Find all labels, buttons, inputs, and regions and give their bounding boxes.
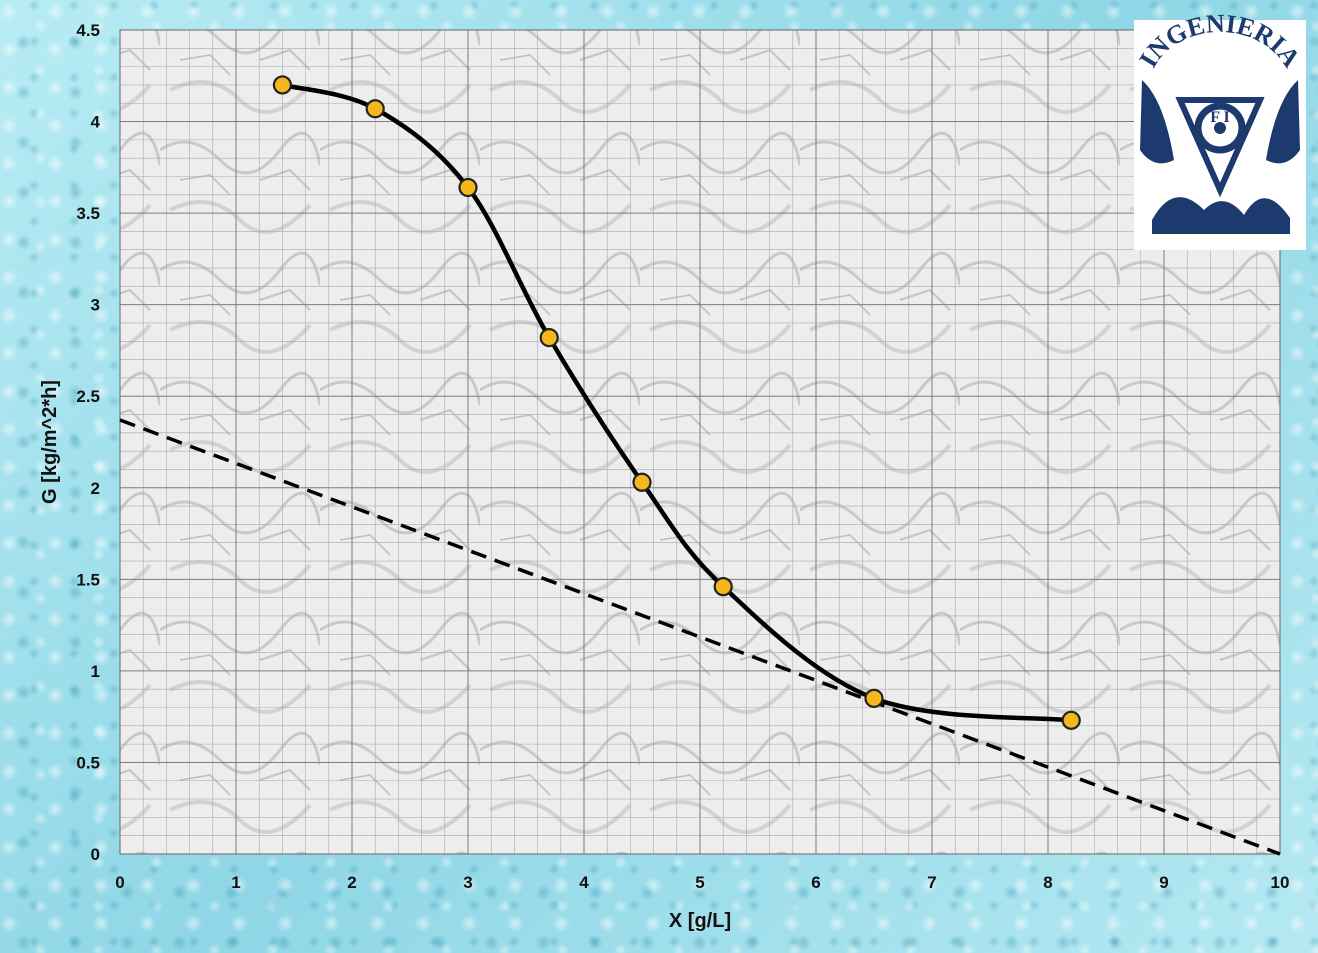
ingenieria-logo: INGENIERIA F I (1133, 9, 1306, 250)
x-tick-label: 6 (811, 873, 820, 892)
x-tick-label: 0 (115, 873, 124, 892)
cactus-icon (1152, 197, 1290, 234)
y-tick-label: 1 (91, 662, 100, 681)
x-tick-labels: 0 1 2 3 4 5 6 7 8 9 10 (115, 873, 1289, 892)
data-point (632, 472, 652, 492)
data-point (272, 75, 292, 95)
x-tick-label: 10 (1271, 873, 1290, 892)
eagle-wing-right-icon (1266, 80, 1300, 164)
y-tick-label: 1.5 (76, 570, 100, 589)
y-tick-label: 3.5 (76, 204, 100, 223)
x-tick-label: 2 (347, 873, 356, 892)
logo-center-text: F I (1210, 109, 1229, 126)
dashed-line-path (119, 418, 1281, 856)
y-tick-label: 4 (91, 113, 101, 132)
y-tick-label: 0 (91, 845, 100, 864)
x-tick-label: 1 (231, 873, 240, 892)
data-markers (272, 75, 1081, 730)
dashed-trend-line (119, 418, 1281, 856)
x-tick-label: 3 (463, 873, 472, 892)
data-point (864, 688, 884, 708)
data-point (1061, 710, 1081, 730)
x-tick-label: 9 (1159, 873, 1168, 892)
y-axis-title: G [kg/m^2*h] (39, 380, 61, 504)
eagle-wing-left-icon (1140, 80, 1174, 164)
major-grid (119, 29, 1281, 855)
x-tick-label: 4 (579, 873, 589, 892)
gear-icon (1194, 102, 1246, 154)
x-tick-label: 7 (927, 873, 936, 892)
data-point (458, 177, 478, 198)
x-tick-label: 5 (695, 873, 704, 892)
x-tick-label: 8 (1043, 873, 1052, 892)
y-tick-label: 2.5 (76, 387, 100, 406)
data-point (365, 99, 385, 119)
y-tick-labels: 0 0.5 1 1.5 2 2.5 3 3.5 4 4.5 (76, 21, 100, 864)
y-tick-label: 4.5 (76, 21, 100, 40)
data-point (539, 328, 559, 348)
y-tick-label: 3 (91, 296, 100, 315)
y-tick-label: 0.5 (76, 753, 100, 772)
plot-border (119, 29, 1281, 855)
y-tick-label: 2 (91, 479, 100, 498)
gear-center-icon (1214, 122, 1226, 134)
x-axis-title: X [g/L] (669, 910, 731, 932)
data-point (713, 577, 733, 597)
